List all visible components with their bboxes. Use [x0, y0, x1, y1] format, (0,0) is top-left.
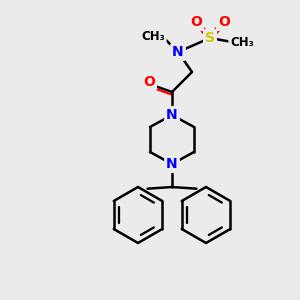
Text: N: N	[166, 157, 178, 171]
Text: S: S	[205, 31, 215, 45]
Text: N: N	[166, 108, 178, 122]
Text: O: O	[143, 75, 155, 89]
Text: CH₃: CH₃	[141, 31, 165, 44]
Text: O: O	[190, 15, 202, 29]
Text: O: O	[218, 15, 230, 29]
Text: CH₃: CH₃	[230, 35, 254, 49]
Text: N: N	[172, 45, 184, 59]
